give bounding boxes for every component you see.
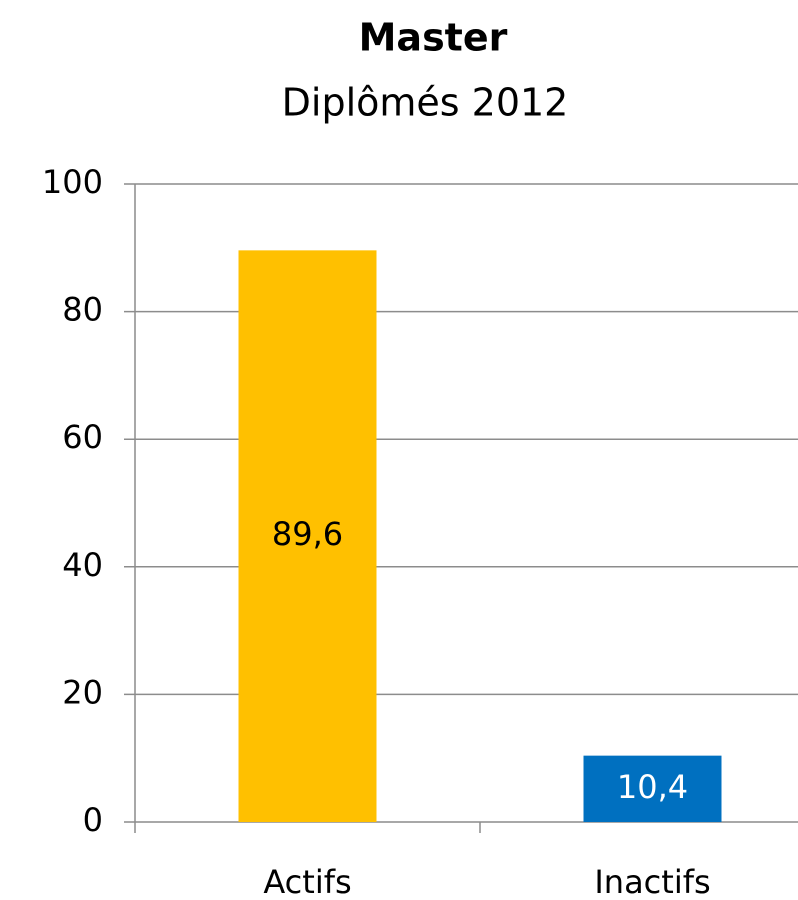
y-tick-label: 80 [62,291,103,329]
bar [238,250,377,823]
y-tick-label: 0 [83,801,103,839]
value-label: 10,4 [617,768,688,806]
bar [583,755,722,822]
x-tick-label: Inactifs [594,863,710,900]
value-label: 89,6 [272,515,343,553]
y-tick-label: 40 [62,546,103,584]
y-tick-label: 20 [62,673,103,711]
y-tick-label: 60 [62,418,103,456]
chart-title: Master [359,16,508,60]
y-tick-label: 100 [42,163,103,201]
x-tick-label: Actifs [263,863,351,900]
chart-subtitle: Diplômés 2012 [282,81,569,125]
